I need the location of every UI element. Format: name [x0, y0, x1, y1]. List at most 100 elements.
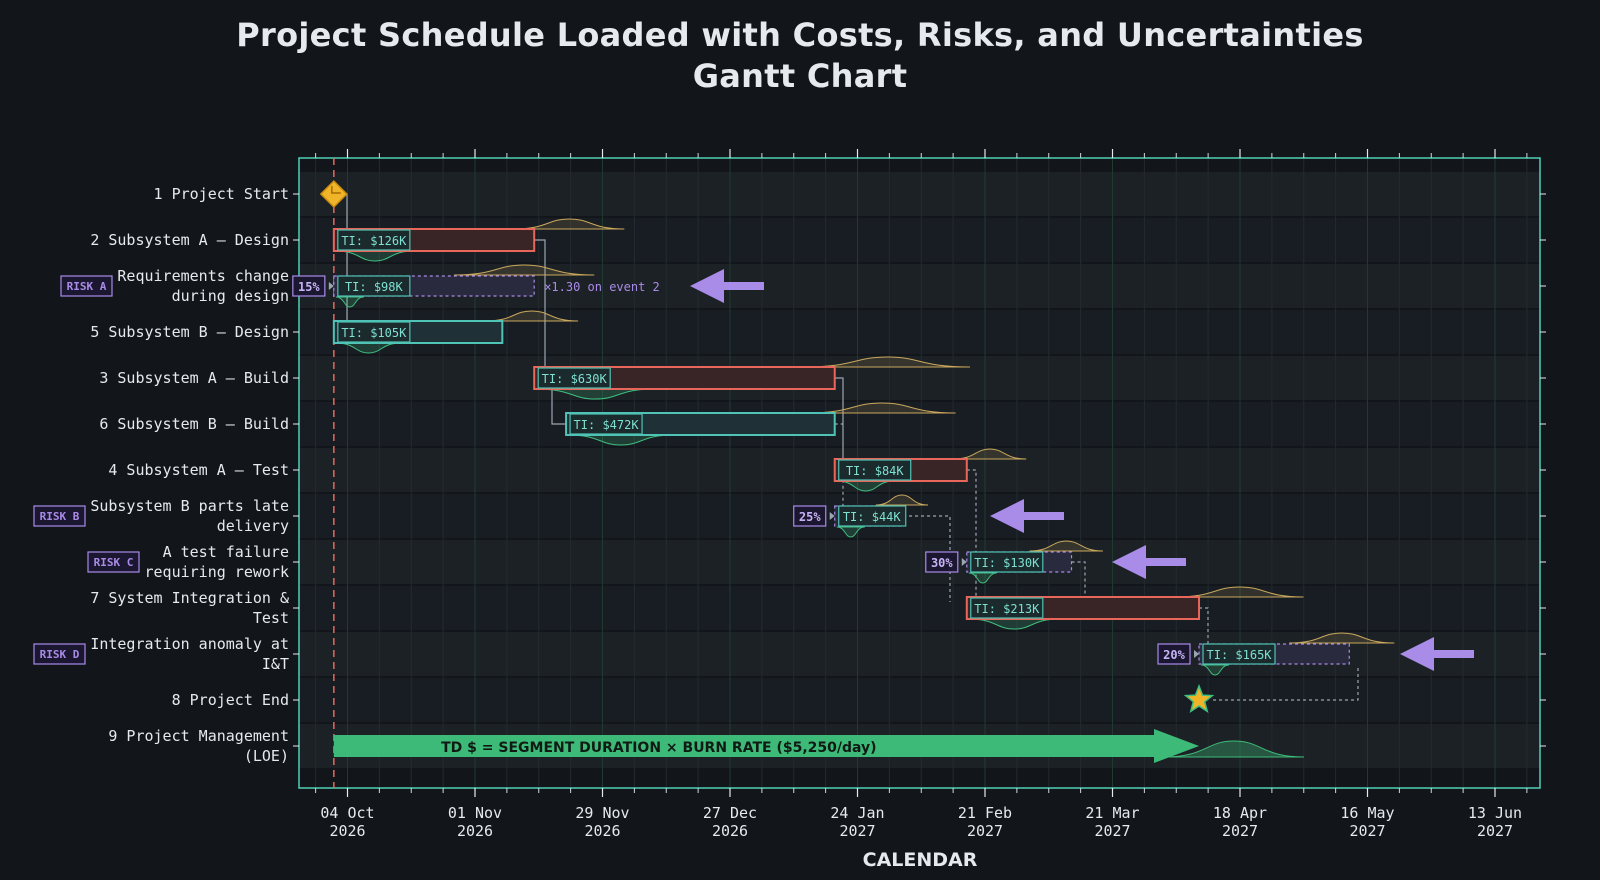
probability-label: 20% [1163, 648, 1185, 662]
probability-label: 15% [298, 280, 320, 294]
probability-box [793, 505, 827, 527]
milestone-star-icon [1183, 683, 1215, 714]
x-tick-label: 2027 [1349, 822, 1385, 840]
ti-label: TI: $105K [341, 326, 407, 340]
probability-label: 25% [799, 510, 821, 524]
x-tick-label: 01 Nov [448, 804, 502, 822]
ti-box [970, 597, 1044, 619]
row-band [299, 310, 1540, 354]
uncertainty-distribution [804, 356, 970, 368]
ti-box [838, 505, 907, 527]
ti-box [337, 229, 411, 251]
x-tick-label: 2026 [457, 822, 493, 840]
row-label: during design [172, 287, 289, 305]
milestone-mark [331, 186, 341, 194]
x-tick-label: 2027 [1222, 822, 1258, 840]
loe-formula-label: TD $ = SEGMENT DURATION × BURN RATE ($5,… [441, 740, 876, 756]
probability-label: 30% [931, 556, 953, 570]
uncertainty-distribution [807, 402, 956, 414]
row-label: 1 Project Start [154, 185, 289, 203]
risk-badge [87, 551, 140, 573]
risk-badge-label: RISK C [94, 556, 134, 569]
risk-arrow-icon [690, 269, 764, 303]
x-tick-label: 13 Jun [1468, 804, 1522, 822]
x-tick-label: 2027 [967, 822, 1003, 840]
ti-label: TI: $126K [341, 234, 407, 248]
x-tick-label: 18 Apr [1213, 804, 1267, 822]
row-label: requiring rework [145, 563, 290, 581]
uncertainty-distribution [1200, 664, 1230, 676]
uncertainty-distribution [536, 388, 655, 400]
ti-label: TI: $98K [345, 280, 404, 294]
uncertainty-distribution [1289, 632, 1395, 644]
uncertainty-distribution [454, 264, 595, 276]
risk-badge-label: RISK D [40, 648, 80, 661]
row-label: 7 System Integration & [90, 589, 289, 607]
row-label: Test [253, 609, 289, 627]
risk-badge [33, 643, 86, 665]
row-label: 6 Subsystem B – Build [99, 415, 289, 433]
x-tick-label: 2027 [839, 822, 875, 840]
risk-arrow-icon [1400, 637, 1474, 671]
uncertainty-distribution [1164, 740, 1305, 758]
ti-label: TI: $165K [1207, 648, 1273, 662]
row-label: 5 Subsystem B – Design [90, 323, 289, 341]
x-tick-label: 2027 [1477, 822, 1513, 840]
chart-title-line2: Gantt Chart [692, 57, 908, 95]
row-label: delivery [217, 517, 289, 535]
x-tick-label: 29 Nov [575, 804, 629, 822]
ti-box [838, 459, 912, 481]
x-tick-label: 16 May [1340, 804, 1394, 822]
x-tick-label: 04 Oct [320, 804, 374, 822]
x-tick-label: 2026 [329, 822, 365, 840]
row-label: I&T [262, 655, 289, 673]
uncertainty-distribution [953, 448, 1027, 460]
x-tick-label: 27 Dec [703, 804, 757, 822]
uncertainty-distribution [1175, 586, 1304, 598]
row-label: 9 Project Management [108, 727, 289, 745]
dependency-line [534, 239, 546, 378]
probability-box [925, 551, 959, 573]
x-tick-label: 2026 [712, 822, 748, 840]
x-tick-label: 24 Jan [830, 804, 884, 822]
ti-box [337, 275, 411, 297]
row-label: 2 Subsystem A – Design [90, 231, 289, 249]
row-label: 8 Project End [172, 691, 289, 709]
chart-title-line1: Project Schedule Loaded with Costs, Risk… [236, 16, 1364, 54]
risk-pointer [961, 558, 967, 566]
ti-box [537, 367, 611, 389]
row-label: (LOE) [244, 747, 289, 765]
uncertainty-distribution [1029, 540, 1103, 552]
x-tick-label: 2027 [1094, 822, 1130, 840]
ti-box [569, 413, 643, 435]
row-band [299, 586, 1540, 630]
risk-badge [60, 275, 113, 297]
x-tick-label: 21 Feb [958, 804, 1012, 822]
risk-badge-label: RISK B [40, 510, 80, 523]
row-label: 3 Subsystem A – Build [99, 369, 289, 387]
dependency-line [903, 515, 951, 602]
ti-box [1202, 643, 1276, 665]
risk-pointer [829, 512, 835, 520]
ti-box [970, 551, 1044, 573]
dependency-line [834, 377, 844, 470]
risk-arrow-icon [1112, 545, 1186, 579]
x-tick-label: 2026 [584, 822, 620, 840]
dependency-line [1071, 561, 1086, 596]
uncertainty-distribution [485, 310, 579, 322]
ti-label: TI: $213K [974, 602, 1040, 616]
risk-pointer [328, 282, 334, 290]
row-band [299, 540, 1540, 584]
x-tick-label: 21 Mar [1085, 804, 1139, 822]
probability-box [1157, 643, 1191, 665]
uncertainty-distribution [335, 296, 364, 308]
uncertainty-distribution [514, 218, 625, 230]
risk-pointer [1194, 650, 1200, 658]
row-band [299, 356, 1540, 400]
uncertainty-distribution [875, 494, 929, 506]
ti-label: TI: $472K [574, 418, 640, 432]
row-band [299, 494, 1540, 538]
uncertainty-distribution [836, 526, 865, 538]
risk-note: ×1.30 on event 2 [544, 280, 660, 294]
row-label: 4 Subsystem A – Test [108, 461, 289, 479]
